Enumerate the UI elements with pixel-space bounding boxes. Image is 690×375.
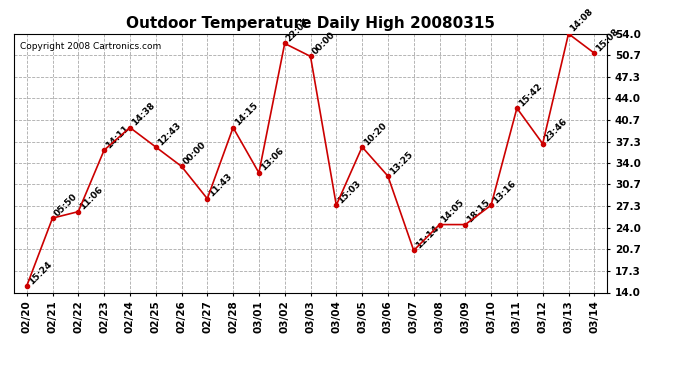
Text: 14:08: 14:08	[569, 7, 595, 34]
Text: 14:05: 14:05	[440, 198, 466, 225]
Text: 00:00: 00:00	[181, 140, 208, 166]
Text: 15:24: 15:24	[27, 260, 53, 286]
Text: 11:14: 11:14	[414, 224, 440, 251]
Text: 15:42: 15:42	[517, 81, 544, 108]
Text: 15:08: 15:08	[594, 27, 621, 53]
Text: 10:20: 10:20	[362, 120, 388, 147]
Text: 14:11: 14:11	[104, 123, 131, 150]
Text: 23:46: 23:46	[543, 117, 569, 144]
Text: Copyright 2008 Cartronics.com: Copyright 2008 Cartronics.com	[20, 42, 161, 51]
Text: 14:15: 14:15	[233, 101, 260, 128]
Text: 12:43: 12:43	[156, 120, 182, 147]
Text: 11:43: 11:43	[207, 172, 234, 199]
Text: 13:25: 13:25	[388, 150, 415, 176]
Text: 05:50: 05:50	[52, 192, 79, 218]
Title: Outdoor Temperature Daily High 20080315: Outdoor Temperature Daily High 20080315	[126, 16, 495, 31]
Text: 22:07: 22:07	[285, 17, 311, 44]
Text: 11:06: 11:06	[78, 185, 105, 211]
Text: 13:06: 13:06	[259, 146, 286, 173]
Text: 13:16: 13:16	[491, 178, 518, 205]
Text: 18:15: 18:15	[465, 198, 492, 225]
Text: 00:00: 00:00	[310, 30, 337, 56]
Text: 14:38: 14:38	[130, 101, 157, 128]
Text: 15:03: 15:03	[336, 178, 363, 205]
